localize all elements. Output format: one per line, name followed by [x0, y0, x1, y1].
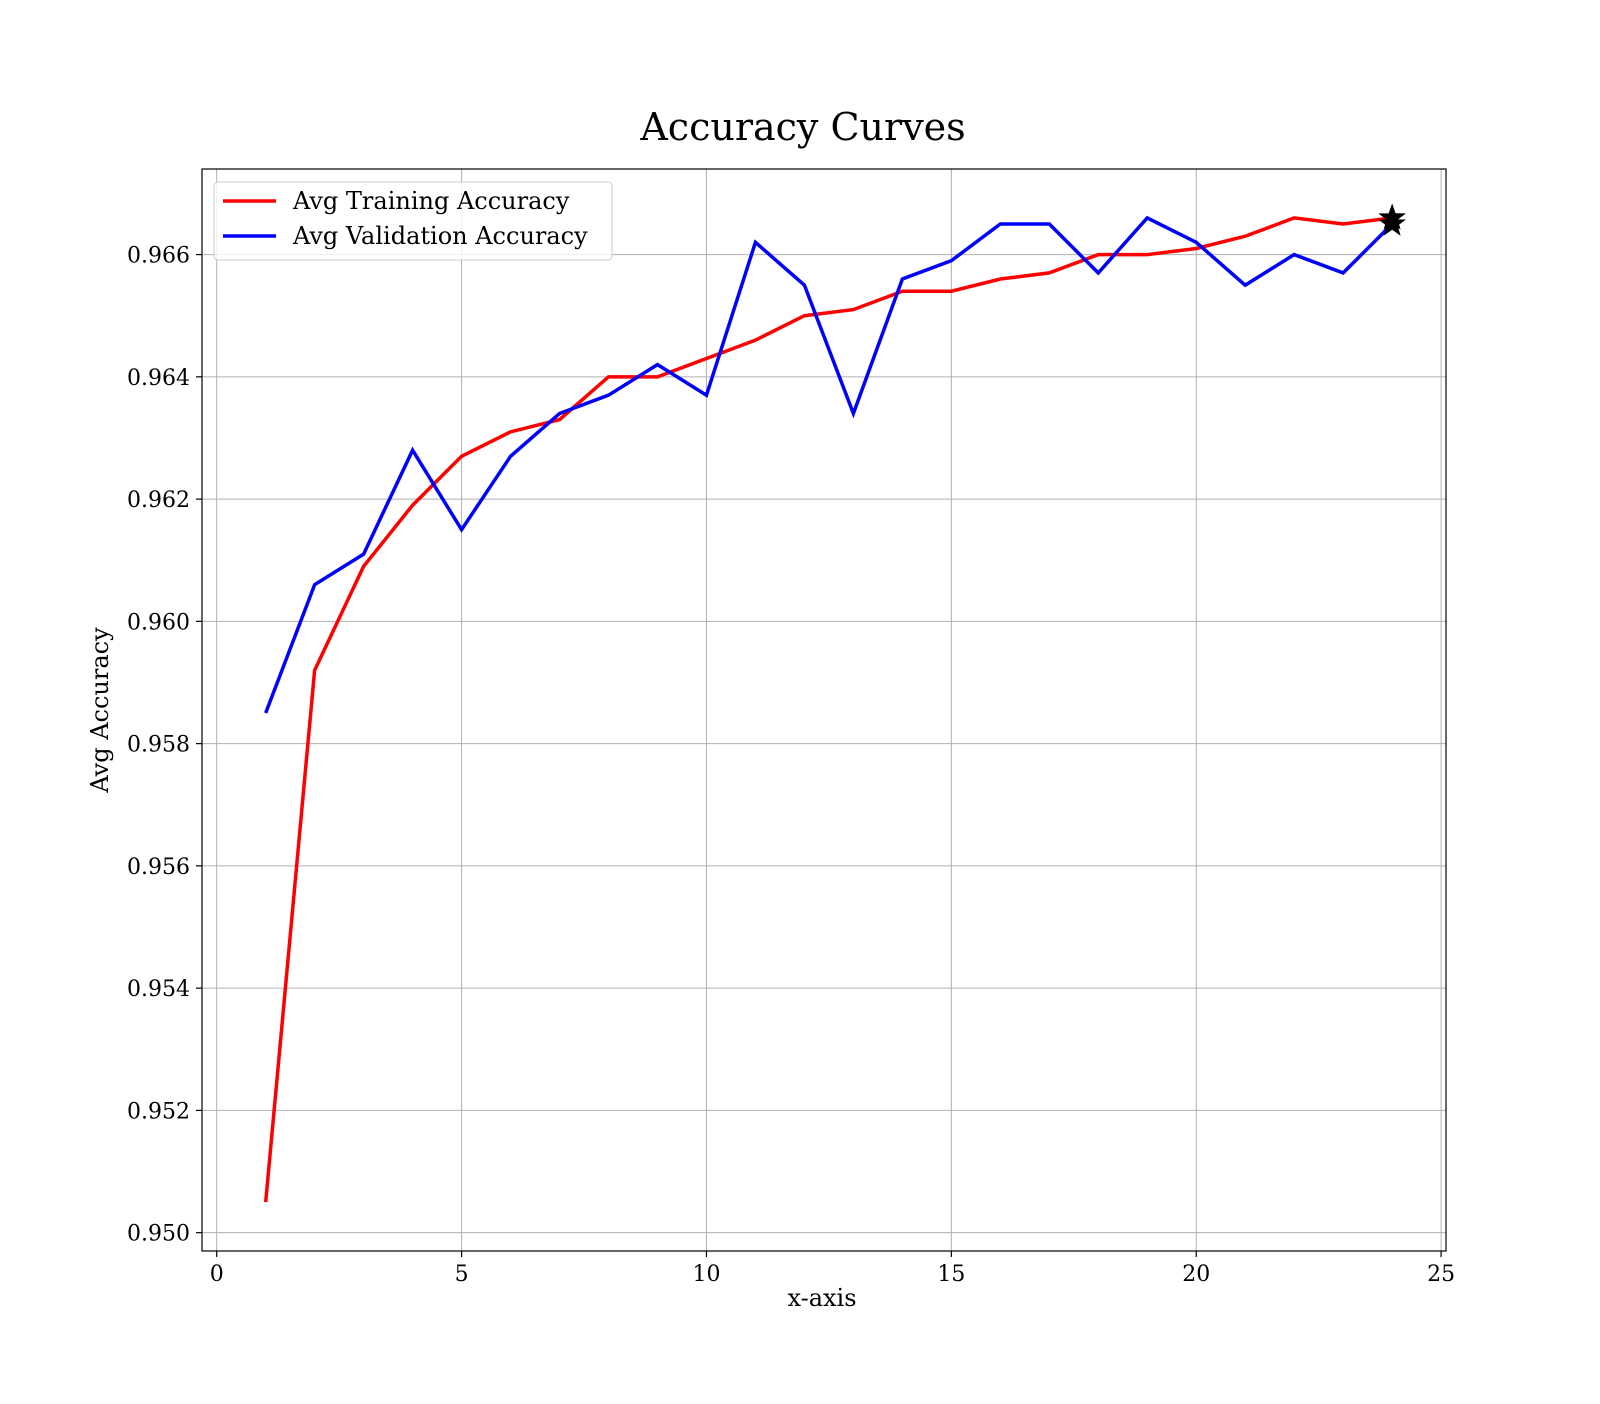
end-markers — [1378, 203, 1406, 236]
chart-title: Accuracy Curves — [639, 105, 965, 149]
y-tick-label: 0.964 — [127, 366, 190, 391]
x-tick-label: 10 — [692, 1262, 720, 1287]
y-axis-ticks: 0.950 0.952 0.954 0.956 0.958 0.960 0.962 0.964… — [127, 244, 202, 1247]
y-tick-label: 0.952 — [127, 1099, 190, 1124]
x-axis-ticks: 0 5 10 15 20 25 — [210, 1251, 1455, 1287]
x-tick-label: 25 — [1427, 1262, 1455, 1287]
y-tick-label: 0.958 — [127, 733, 190, 758]
y-axis-label: Avg Accuracy — [86, 627, 114, 794]
y-tick-label: 0.966 — [127, 244, 190, 269]
x-tick-label: 20 — [1182, 1262, 1210, 1287]
legend-label-training: Avg Training Accuracy — [292, 187, 570, 215]
legend-box — [213, 181, 613, 261]
series-layer — [263, 215, 1394, 1203]
x-axis-label: x-axis — [787, 1284, 856, 1312]
y-tick-label: 0.960 — [127, 610, 190, 635]
legend: Avg Training Accuracy Avg Validation Acc… — [213, 181, 613, 261]
series-line-training — [263, 216, 1393, 1203]
star-marker-validation — [1378, 209, 1406, 236]
grid-lines — [202, 169, 1446, 1251]
y-tick-label: 0.950 — [127, 1222, 190, 1247]
legend-label-validation: Avg Validation Accuracy — [292, 222, 588, 250]
x-tick-label: 5 — [455, 1262, 469, 1287]
x-tick-label: 15 — [937, 1262, 965, 1287]
y-tick-label: 0.956 — [127, 855, 190, 880]
x-tick-label: 0 — [210, 1262, 224, 1287]
y-tick-label: 0.954 — [127, 977, 190, 1002]
y-tick-label: 0.962 — [127, 488, 190, 513]
plot-frame — [201, 168, 1447, 1252]
series-line-validation — [264, 215, 1394, 714]
